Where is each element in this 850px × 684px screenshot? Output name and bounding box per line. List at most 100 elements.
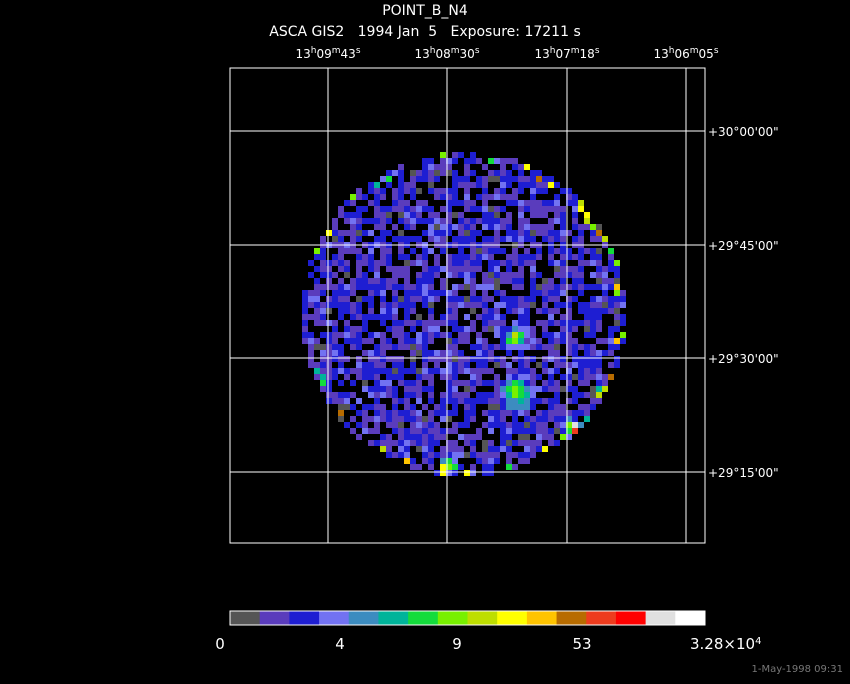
pixel: [548, 260, 554, 266]
timestamp: 1-May-1998 09:31: [751, 664, 843, 675]
pixel: [608, 254, 614, 260]
pixel: [500, 440, 506, 446]
pixel: [392, 200, 398, 206]
pixel: [356, 236, 362, 242]
colorbar-label: 0: [215, 635, 225, 653]
pixel: [314, 302, 320, 308]
pixel: [530, 380, 536, 386]
pixel: [470, 386, 476, 392]
pixel: [350, 248, 356, 254]
pixel: [398, 194, 404, 200]
pixel: [416, 428, 422, 434]
pixel: [314, 254, 320, 260]
pixel: [416, 278, 422, 284]
pixel: [590, 230, 596, 236]
pixel: [458, 176, 464, 182]
pixel: [500, 182, 506, 188]
pixel: [464, 326, 470, 332]
pixel: [560, 404, 566, 410]
pixel: [404, 254, 410, 260]
pixel: [302, 326, 308, 332]
pixel: [398, 206, 404, 212]
pixel: [554, 218, 560, 224]
pixel: [578, 380, 584, 386]
pixel: [524, 332, 530, 338]
pixel: [368, 200, 374, 206]
pixel: [482, 308, 488, 314]
pixel: [500, 326, 506, 332]
pixel: [572, 278, 578, 284]
pixel: [548, 410, 554, 416]
pixel: [464, 164, 470, 170]
pixel: [338, 392, 344, 398]
pixel: [380, 368, 386, 374]
pixel: [410, 428, 416, 434]
pixel: [380, 176, 386, 182]
pixel: [494, 278, 500, 284]
pixel: [386, 446, 392, 452]
pixel: [488, 344, 494, 350]
pixel: [452, 446, 458, 452]
pixel: [572, 206, 578, 212]
pixel: [500, 398, 506, 404]
pixel: [428, 368, 434, 374]
pixel: [482, 200, 488, 206]
pixel: [416, 218, 422, 224]
pixel: [530, 212, 536, 218]
pixel: [620, 302, 626, 308]
pixel: [560, 248, 566, 254]
pixel: [494, 380, 500, 386]
pixel: [392, 410, 398, 416]
pixel: [446, 296, 452, 302]
pixel: [386, 392, 392, 398]
pixel: [404, 314, 410, 320]
pixel: [482, 464, 488, 470]
pixel: [512, 296, 518, 302]
pixel: [596, 296, 602, 302]
pixel: [422, 320, 428, 326]
pixel: [506, 338, 512, 344]
pixel: [422, 428, 428, 434]
pixel: [506, 218, 512, 224]
pixel: [476, 206, 482, 212]
pixel: [578, 248, 584, 254]
pixel: [338, 260, 344, 266]
pixel: [530, 326, 536, 332]
pixel: [506, 212, 512, 218]
pixel: [560, 422, 566, 428]
pixel: [578, 356, 584, 362]
pixel: [338, 368, 344, 374]
pixel: [362, 380, 368, 386]
pixel: [320, 386, 326, 392]
pixel: [362, 278, 368, 284]
pixel: [332, 236, 338, 242]
pixel: [482, 452, 488, 458]
pixel: [566, 272, 572, 278]
pixel: [578, 392, 584, 398]
pixel: [446, 428, 452, 434]
pixel: [446, 266, 452, 272]
pixel: [452, 152, 458, 158]
pixel: [464, 338, 470, 344]
pixel: [500, 176, 506, 182]
pixel: [404, 404, 410, 410]
pixel: [476, 230, 482, 236]
pixel: [368, 296, 374, 302]
pixel: [584, 248, 590, 254]
pixel: [350, 344, 356, 350]
pixel: [590, 350, 596, 356]
pixel: [584, 416, 590, 422]
pixel: [386, 254, 392, 260]
pixel: [350, 428, 356, 434]
pixel: [560, 302, 566, 308]
pixel: [530, 260, 536, 266]
pixel: [614, 308, 620, 314]
pixel: [428, 296, 434, 302]
pixel: [608, 302, 614, 308]
pixel: [410, 290, 416, 296]
pixel: [488, 224, 494, 230]
pixel: [488, 464, 494, 470]
pixel: [524, 356, 530, 362]
pixel: [356, 266, 362, 272]
pixel: [518, 260, 524, 266]
